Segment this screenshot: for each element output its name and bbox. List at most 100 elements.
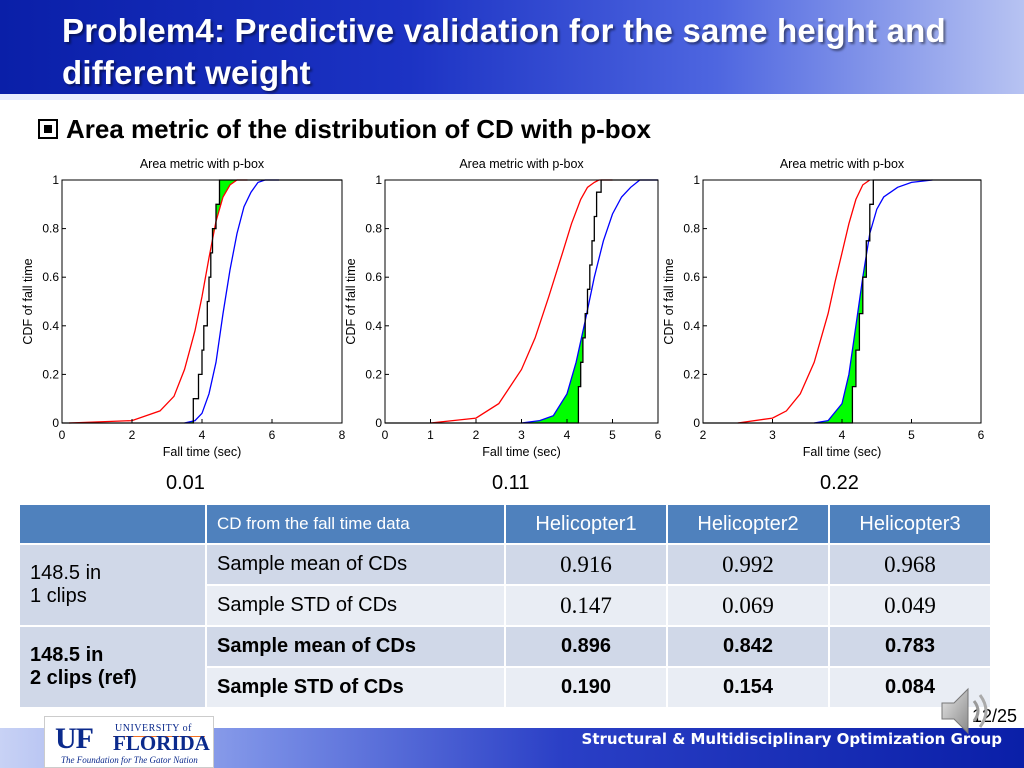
x-tick-label: 4 <box>199 428 206 442</box>
x-tick-label: 3 <box>769 428 776 442</box>
y-tick-label: 0.8 <box>365 222 382 236</box>
y-tick-label: 0.2 <box>683 367 700 381</box>
bullet-square-icon <box>38 119 58 139</box>
y-tick-label: 0 <box>52 416 59 430</box>
university-logo: UF UNIVERSITY of FLORIDA The Foundation … <box>44 716 214 768</box>
logo-letters: UF <box>55 722 94 755</box>
table-cell: 0.049 <box>828 584 992 627</box>
area-metric-fill <box>703 180 981 423</box>
footer-text: Structural & Multidisciplinary Optimizat… <box>581 730 1002 748</box>
group-label-line: 1 clips <box>30 585 87 607</box>
x-tick-label: 0 <box>382 428 389 442</box>
footer: UF UNIVERSITY of FLORIDA The Foundation … <box>0 716 1024 768</box>
title-bar <box>0 0 1024 100</box>
x-tick-label: 2 <box>473 428 480 442</box>
table-header-cell: Helicopter2 <box>666 503 830 545</box>
table-header-cell: Helicopter3 <box>828 503 992 545</box>
group-label-line: 148.5 in <box>30 644 104 666</box>
y-axis-label: CDF of fall time <box>662 258 676 344</box>
plot-frame <box>384 179 659 424</box>
table-cell: 0.783 <box>828 625 992 668</box>
x-tick-label: 4 <box>839 428 846 442</box>
area-metric-chart-3: 2 3 4 5 6 0 0.2 0.4 0.6 0.8 1 Area metric with p-bo… <box>662 157 985 459</box>
y-tick-label: 1 <box>52 173 59 187</box>
x-axis-label: Fall time (sec) <box>803 445 881 459</box>
lower-bound-line <box>737 179 871 424</box>
area-metric-value-3: 0.22 <box>820 472 859 494</box>
y-tick-label: 0.8 <box>683 222 700 236</box>
table-cell: 0.147 <box>504 584 668 627</box>
data-cdf-line <box>62 179 342 424</box>
row-label: Sample mean of CDs <box>205 543 506 586</box>
area-metric-fill <box>385 180 658 423</box>
table-cell: 0.992 <box>666 543 830 586</box>
x-tick-label: 5 <box>609 428 616 442</box>
plot-frame <box>61 179 343 424</box>
x-tick-label: 6 <box>978 428 985 442</box>
chart-title: Area metric with p-box <box>459 157 584 171</box>
row-label: Sample STD of CDs <box>205 584 506 627</box>
plot-frame <box>702 179 982 424</box>
table-header-row: CD from the fall time data Helicopter1 H… <box>18 503 992 545</box>
lower-bound-line <box>68 179 248 424</box>
y-tick-label: 0.4 <box>683 319 700 333</box>
y-tick-label: 0.6 <box>42 270 59 284</box>
table-header-cell: Helicopter1 <box>504 503 668 545</box>
upper-bound-line <box>521 179 658 424</box>
y-axis-label: CDF of fall time <box>344 258 358 344</box>
table-cell: 0.896 <box>504 625 668 668</box>
logo-line2: FLORIDA <box>113 731 210 755</box>
area-metric-value-1: 0.01 <box>166 472 205 494</box>
table-cell: 0.154 <box>666 666 830 709</box>
y-tick-label: 1 <box>375 173 382 187</box>
area-metric-chart-1: 0 2 4 6 8 0 0.2 0.4 0.6 0.8 1 Area metric with p-bo… <box>21 157 346 459</box>
subtitle-row: Area metric of the distribution of CD wi… <box>38 112 651 146</box>
x-tick-label: 4 <box>564 428 571 442</box>
y-tick-label: 0.6 <box>683 270 700 284</box>
table-cell: 0.968 <box>828 543 992 586</box>
cd-comparison-table: CD from the fall time data Helicopter1 H… <box>18 503 992 709</box>
data-cdf-line <box>385 179 658 424</box>
area-metric-chart-2: 0 1 2 3 4 5 6 0 0.2 0.4 0.6 0.8 1 Area metric with p-… <box>344 157 662 459</box>
y-tick-label: 0 <box>693 416 700 430</box>
x-tick-label: 1 <box>427 428 434 442</box>
y-tick-label: 0.6 <box>365 270 382 284</box>
group-label-line: 148.5 in <box>30 562 102 584</box>
y-axis-label: CDF of fall time <box>21 258 35 344</box>
group-label: 148.5 in 1 clips <box>18 543 207 627</box>
x-tick-label: 8 <box>339 428 346 442</box>
x-tick-label: 2 <box>129 428 136 442</box>
logo-line1: UNIVERSITY of <box>115 723 192 734</box>
x-tick-label: 3 <box>518 428 525 442</box>
slide-title: Problem4: Predictive validation for the … <box>62 12 946 91</box>
upper-bound-line <box>814 179 933 424</box>
logo-rule <box>113 736 205 737</box>
table-cell: 0.842 <box>666 625 830 668</box>
y-tick-label: 0.4 <box>42 319 59 333</box>
row-label: Sample STD of CDs <box>205 666 506 709</box>
chart-title: Area metric with p-box <box>780 157 905 171</box>
logo-tagline: The Foundation for The Gator Nation <box>61 755 198 765</box>
table-row: 148.5 in 2 clips (ref) Sample mean of CD… <box>18 625 992 709</box>
row-label: Sample mean of CDs <box>205 625 506 668</box>
upper-bound-line <box>184 179 279 424</box>
table-header-cell <box>18 503 207 545</box>
x-tick-label: 2 <box>700 428 707 442</box>
group-label: 148.5 in 2 clips (ref) <box>18 625 207 709</box>
chart-title: Area metric with p-box <box>140 157 265 171</box>
table-row: 148.5 in 1 clips Sample mean of CDs 0.91… <box>18 543 992 627</box>
y-tick-label: 0.2 <box>365 367 382 381</box>
group-label-line: 2 clips (ref) <box>30 667 137 689</box>
area-metric-fill <box>62 180 342 423</box>
y-tick-label: 0.2 <box>42 367 59 381</box>
x-axis-label: Fall time (sec) <box>482 445 560 459</box>
y-tick-label: 0 <box>375 416 382 430</box>
x-tick-label: 6 <box>269 428 276 442</box>
speaker-icon[interactable] <box>936 683 1000 739</box>
data-cdf-line <box>703 179 981 424</box>
lower-bound-line <box>430 179 613 424</box>
y-tick-label: 0.8 <box>42 222 59 236</box>
x-tick-label: 5 <box>908 428 915 442</box>
y-tick-label: 1 <box>693 173 700 187</box>
table-cell: 0.190 <box>504 666 668 709</box>
